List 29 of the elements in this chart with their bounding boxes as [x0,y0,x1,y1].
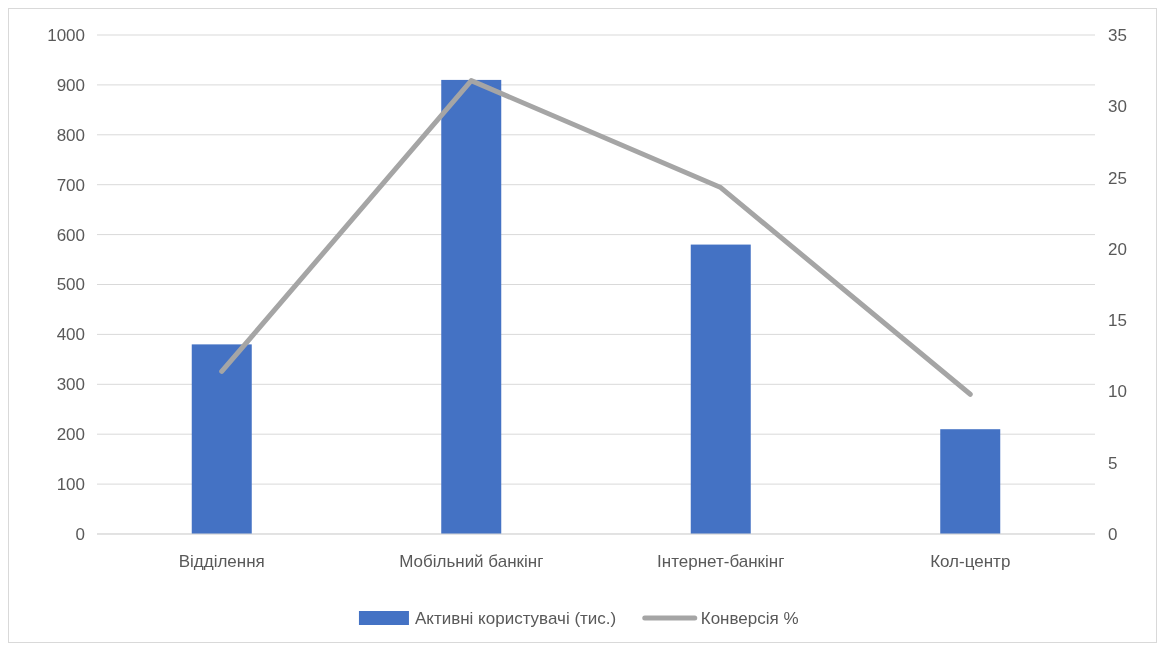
x-tick-label: Кол-центр [930,552,1011,571]
y2-tick-label: 20 [1108,239,1127,259]
bar [690,244,751,534]
y2-tick-label: 35 [1108,25,1127,45]
bar [191,344,252,534]
x-tick-label: Мобільний банкінг [399,552,544,571]
y2-tick-label: 25 [1108,168,1127,188]
y-tick-label: 300 [56,375,85,395]
y2-tick-label: 0 [1108,524,1118,544]
y-tick-label: 500 [56,275,85,295]
y-tick-label: 600 [56,225,85,245]
y-tick-label: 100 [56,475,85,495]
x-tick-label: Відділення [178,552,265,571]
legend-label: Конверсія % [700,608,799,628]
y-tick-label: 200 [56,425,85,445]
y-tick-label: 1000 [47,25,85,45]
y-tick-label: 900 [56,75,85,95]
bar [940,429,1001,534]
y2-tick-label: 10 [1108,382,1127,402]
y-tick-label: 800 [56,125,85,145]
y-tick-label: 700 [56,175,85,195]
y2-tick-label: 15 [1108,311,1127,331]
x-tick-label: Інтернет-банкінг [657,552,785,571]
y-tick-label: 0 [75,524,85,544]
bar [441,79,502,534]
y2-tick-label: 30 [1108,97,1127,117]
y2-tick-label: 5 [1108,453,1118,473]
legend-label: Активні користувачі (тис.) [414,608,617,628]
y-tick-label: 400 [56,325,85,345]
